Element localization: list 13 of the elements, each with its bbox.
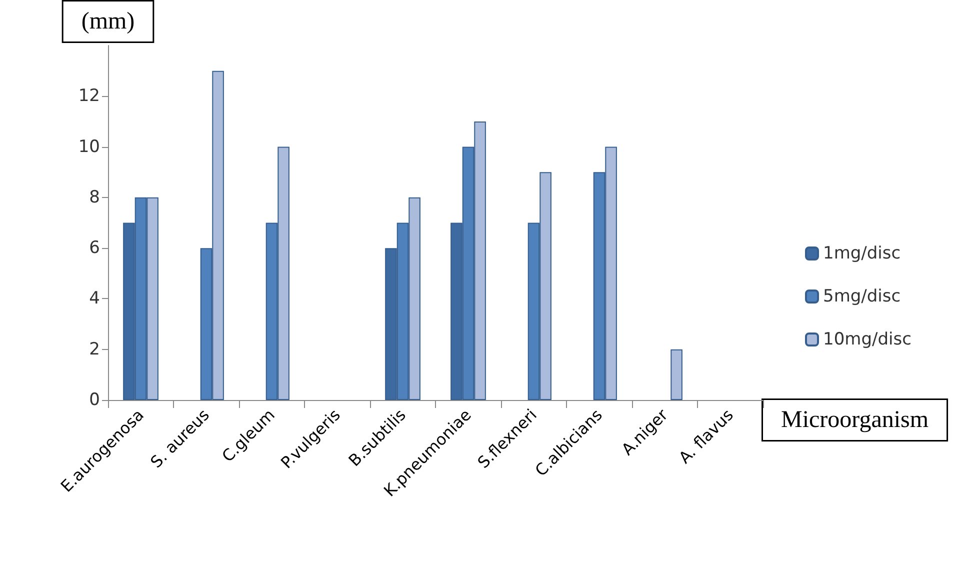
- y-tick-label: 10: [78, 136, 100, 157]
- x-axis-title: Microorganism: [781, 407, 929, 433]
- y-tick-label: 12: [78, 86, 100, 106]
- legend-label: 5mg/disc: [823, 286, 901, 306]
- y-tick-label: 0: [89, 390, 100, 410]
- y-tick-label: 2: [89, 339, 100, 360]
- y-axis-title: (mm): [81, 8, 135, 34]
- legend-label: 1mg/disc: [823, 244, 901, 264]
- y-tick-label: 4: [89, 288, 100, 309]
- y-tick-label: 8: [89, 187, 100, 208]
- legend-label: 10mg/disc: [823, 330, 912, 350]
- bar: [670, 349, 682, 400]
- y-tick-label: 6: [89, 238, 100, 258]
